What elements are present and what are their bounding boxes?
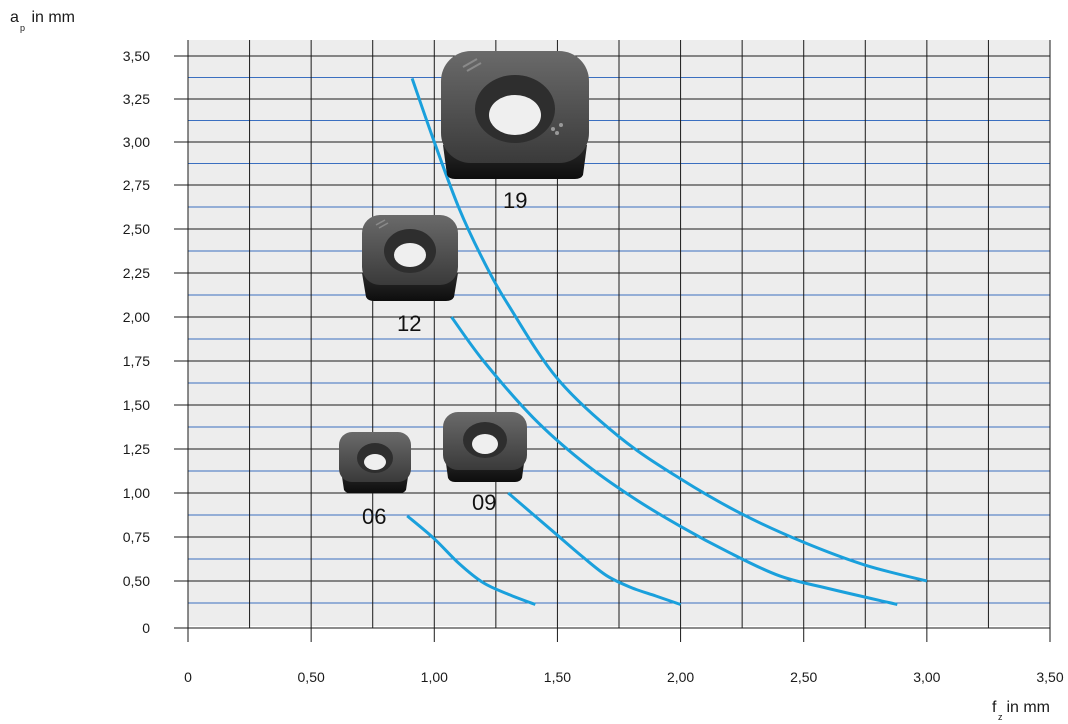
large-square-insert-icon	[441, 51, 589, 179]
y-tick-label: 2,00	[123, 309, 150, 325]
x-tick-label: 3,50	[1036, 669, 1063, 685]
y-tick-label: 3,25	[123, 91, 150, 107]
y-tick-label: 2,25	[123, 265, 150, 281]
insert-size-label-12: 12	[397, 311, 421, 336]
y-tick-label: 1,50	[123, 397, 150, 413]
y-axis-title-sub: p	[20, 23, 25, 33]
grid-major-lines	[174, 40, 1051, 642]
y-axis-ticks: 0 0,50 0,75 1,00 1,25 1,50 1,75 2,00 2,25 2,50 2,7…	[123, 48, 150, 636]
x-tick-label: 2,00	[667, 669, 694, 685]
x-axis-title-unit: in mm	[1002, 699, 1050, 716]
insert-size-label-19: 19	[503, 188, 527, 213]
y-tick-label: 1,00	[123, 485, 150, 501]
y-tick-label: 0,75	[123, 529, 150, 545]
x-tick-label: 1,50	[544, 669, 571, 685]
series-line-19	[410, 77, 928, 583]
x-axis-title: f z in mm	[992, 699, 1050, 722]
y-tick-label: 0	[142, 620, 150, 636]
series-line-12	[450, 316, 898, 606]
small-square-insert-icon	[443, 412, 527, 482]
tiny-square-insert-icon	[339, 432, 411, 493]
y-tick-label: 2,50	[123, 221, 150, 237]
y-tick-label: 2,75	[123, 177, 150, 193]
x-tick-label: 0	[184, 669, 192, 685]
x-tick-label: 3,00	[913, 669, 940, 685]
y-axis-title-main: a	[10, 9, 19, 26]
y-tick-label: 1,25	[123, 441, 150, 457]
y-axis-title-unit: in mm	[27, 9, 75, 26]
x-axis-ticks: 0 0,50 1,00 1,50 2,00 2,50 3,00 3,50	[184, 669, 1064, 685]
svg-text:a: a	[10, 9, 19, 26]
series-line-09	[507, 491, 682, 606]
y-tick-label: 1,75	[123, 353, 150, 369]
x-axis-title-sub: z	[998, 712, 1003, 722]
insert-size-label-06: 06	[362, 504, 386, 529]
series-line-06	[406, 514, 536, 606]
medium-square-insert-icon	[362, 215, 458, 301]
y-tick-label: 3,50	[123, 48, 150, 64]
y-tick-label: 0,50	[123, 573, 150, 589]
x-tick-label: 1,00	[421, 669, 448, 685]
y-tick-label: 3,00	[123, 134, 150, 150]
y-axis-title: a p in mm	[10, 9, 75, 33]
x-axis-title-main: f	[992, 699, 997, 716]
x-tick-label: 0,50	[298, 669, 325, 685]
x-tick-label: 2,50	[790, 669, 817, 685]
insert-size-label-09: 09	[472, 490, 496, 515]
series-lines	[406, 77, 928, 606]
